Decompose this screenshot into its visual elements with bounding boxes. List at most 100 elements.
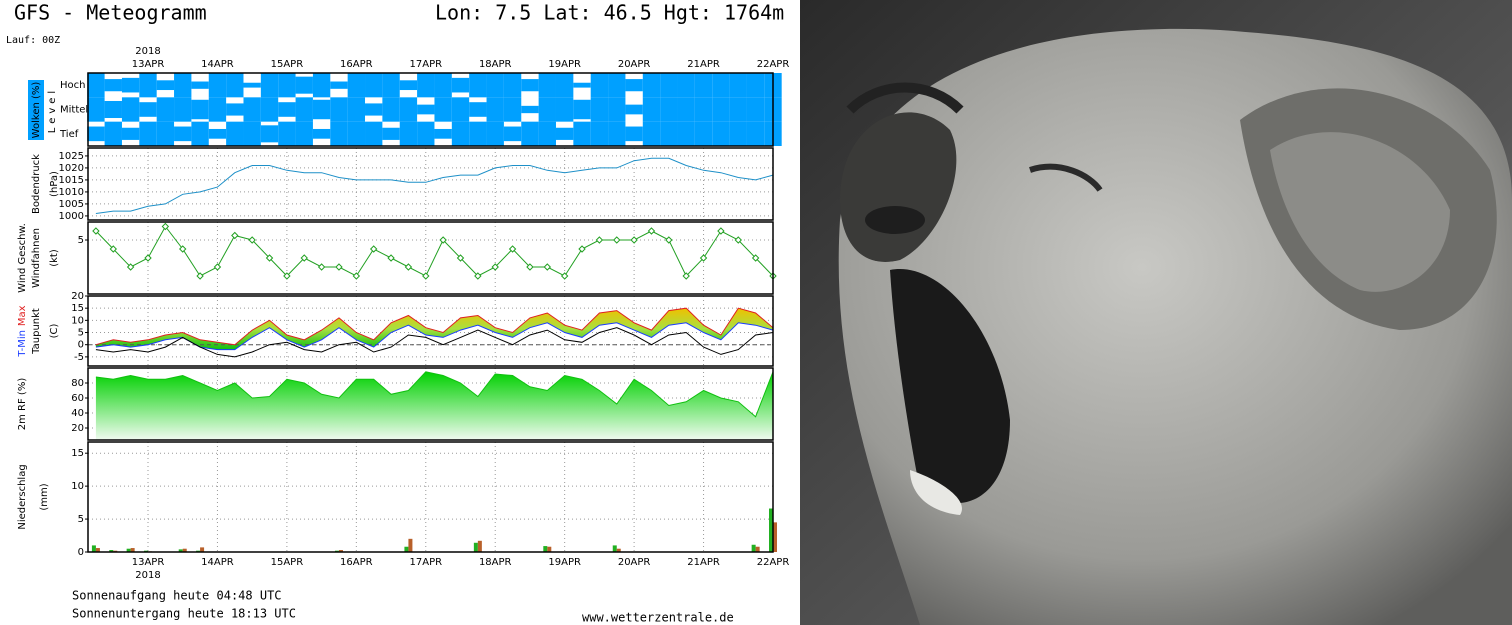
- cloud-cell: [174, 73, 192, 98]
- y-tick-label: 15: [71, 303, 84, 314]
- cloud-cell: [608, 121, 626, 146]
- title: GFS - Meteogramm: [14, 1, 207, 25]
- wind-marker: [456, 254, 465, 262]
- cloud-cell: [694, 97, 713, 122]
- wind-marker: [335, 263, 343, 271]
- wind-marker: [213, 263, 222, 271]
- y-tick-label: 1000: [59, 211, 84, 222]
- x-tick-label: 14APR: [201, 557, 234, 568]
- cloud-cell: [399, 80, 418, 91]
- temp-line: [95, 307, 774, 346]
- wind-marker: [665, 236, 673, 244]
- y-tick-label: 1010: [59, 187, 84, 198]
- y-tick-label: 10: [71, 315, 84, 326]
- cloud-cell: [712, 121, 730, 146]
- precip-bar: [408, 538, 413, 552]
- cloud-cell: [121, 97, 140, 122]
- x-tick-label: 18APR: [479, 59, 512, 70]
- y-axis-label: Windfahnen: [31, 228, 42, 288]
- panel-frame: [87, 72, 774, 147]
- panel-frame: [87, 147, 774, 221]
- cloud-cell: [746, 73, 765, 98]
- cloud-cell: [295, 121, 313, 146]
- cloud-cell: [642, 73, 661, 98]
- source: www.wetterzentrale.de: [582, 611, 734, 625]
- cloud-cell: [208, 128, 227, 139]
- wind-marker: [265, 254, 274, 262]
- cloud-cell: [121, 77, 140, 93]
- cloud-cell: [87, 126, 105, 142]
- panel-frame: [87, 367, 774, 441]
- run: Lauf: 00Z: [6, 35, 60, 46]
- precip-bar: [130, 548, 135, 552]
- y-tick-label: 1020: [59, 163, 84, 174]
- precip-bar: [751, 544, 756, 552]
- precip-bar: [473, 542, 478, 552]
- legend-entry: Max: [17, 305, 28, 326]
- precip-bar: [477, 540, 482, 552]
- precip-bar: [182, 548, 187, 552]
- cloud-cell: [486, 97, 504, 122]
- legend-label: Wind Geschw.: [17, 223, 28, 293]
- panel-frame: [87, 295, 774, 367]
- cloud-cell: [677, 97, 695, 122]
- cloud-cell: [243, 97, 261, 122]
- y-axis-label: (hPa): [49, 171, 60, 197]
- humidity-line: [95, 371, 774, 418]
- y-tick-label: 5: [78, 514, 84, 525]
- wind-marker: [560, 272, 569, 280]
- y-tick-label: 5: [78, 328, 84, 339]
- x-tick-label: 19APR: [548, 59, 581, 70]
- cloud-cell: [330, 97, 348, 122]
- x-tick-label: 17APR: [410, 557, 443, 568]
- cloud-cell: [660, 97, 678, 122]
- wind-marker: [300, 254, 308, 262]
- wind-marker: [751, 254, 760, 262]
- cloud-cell: [503, 73, 522, 98]
- cloud-cell: [590, 97, 609, 122]
- cloud-cell: [347, 73, 366, 98]
- cloud-cell: [573, 82, 591, 88]
- cloud-cell: [330, 81, 348, 89]
- cloud-cell: [191, 99, 209, 120]
- cloud-cell: [590, 73, 609, 98]
- wind-marker: [682, 272, 690, 280]
- sunset: Sonnenuntergang heute 18:13 UTC: [72, 607, 296, 621]
- x-tick-label: 20APR: [618, 557, 651, 568]
- y-tick-label: 20: [71, 291, 84, 302]
- cloud-cell: [694, 73, 713, 98]
- cloud-cell: [555, 127, 574, 140]
- wind-marker: [439, 236, 447, 244]
- cloud-cell: [729, 97, 747, 122]
- cloud-cell: [486, 73, 504, 98]
- wind-marker: [144, 254, 152, 262]
- cloud-cell: [174, 126, 192, 142]
- precip-bar: [616, 548, 621, 552]
- legend-entry: T-Min: [17, 330, 28, 358]
- cloud-cell: [87, 97, 105, 122]
- x-tick-label: 21APR: [687, 59, 720, 70]
- cloud-cell: [104, 79, 122, 92]
- precip-bar: [178, 549, 183, 552]
- cloud-cell: [139, 102, 157, 117]
- cloud-cell: [243, 82, 261, 88]
- cloud-cell: [226, 103, 244, 116]
- cloud-cell: [555, 97, 574, 122]
- y-axis-label: (mm): [39, 483, 50, 510]
- cloud-cell: [469, 121, 487, 146]
- wind-marker: [474, 272, 482, 280]
- precip-bar: [338, 550, 343, 552]
- layer-label: Mittel: [60, 105, 88, 116]
- cloud-cell: [399, 121, 418, 146]
- x-tick-label: 15APR: [271, 557, 304, 568]
- cloud-cell: [156, 121, 175, 146]
- cloud-cell: [642, 121, 661, 146]
- wind-marker: [283, 272, 291, 280]
- year-label: 2018: [135, 570, 160, 581]
- precip-bar: [200, 547, 205, 552]
- cloud-cell: [121, 127, 140, 140]
- legend-label: Taupunkt: [31, 308, 42, 355]
- precip-bar: [755, 546, 760, 552]
- cloud-cell: [417, 73, 435, 98]
- cloud-cell: [451, 77, 470, 93]
